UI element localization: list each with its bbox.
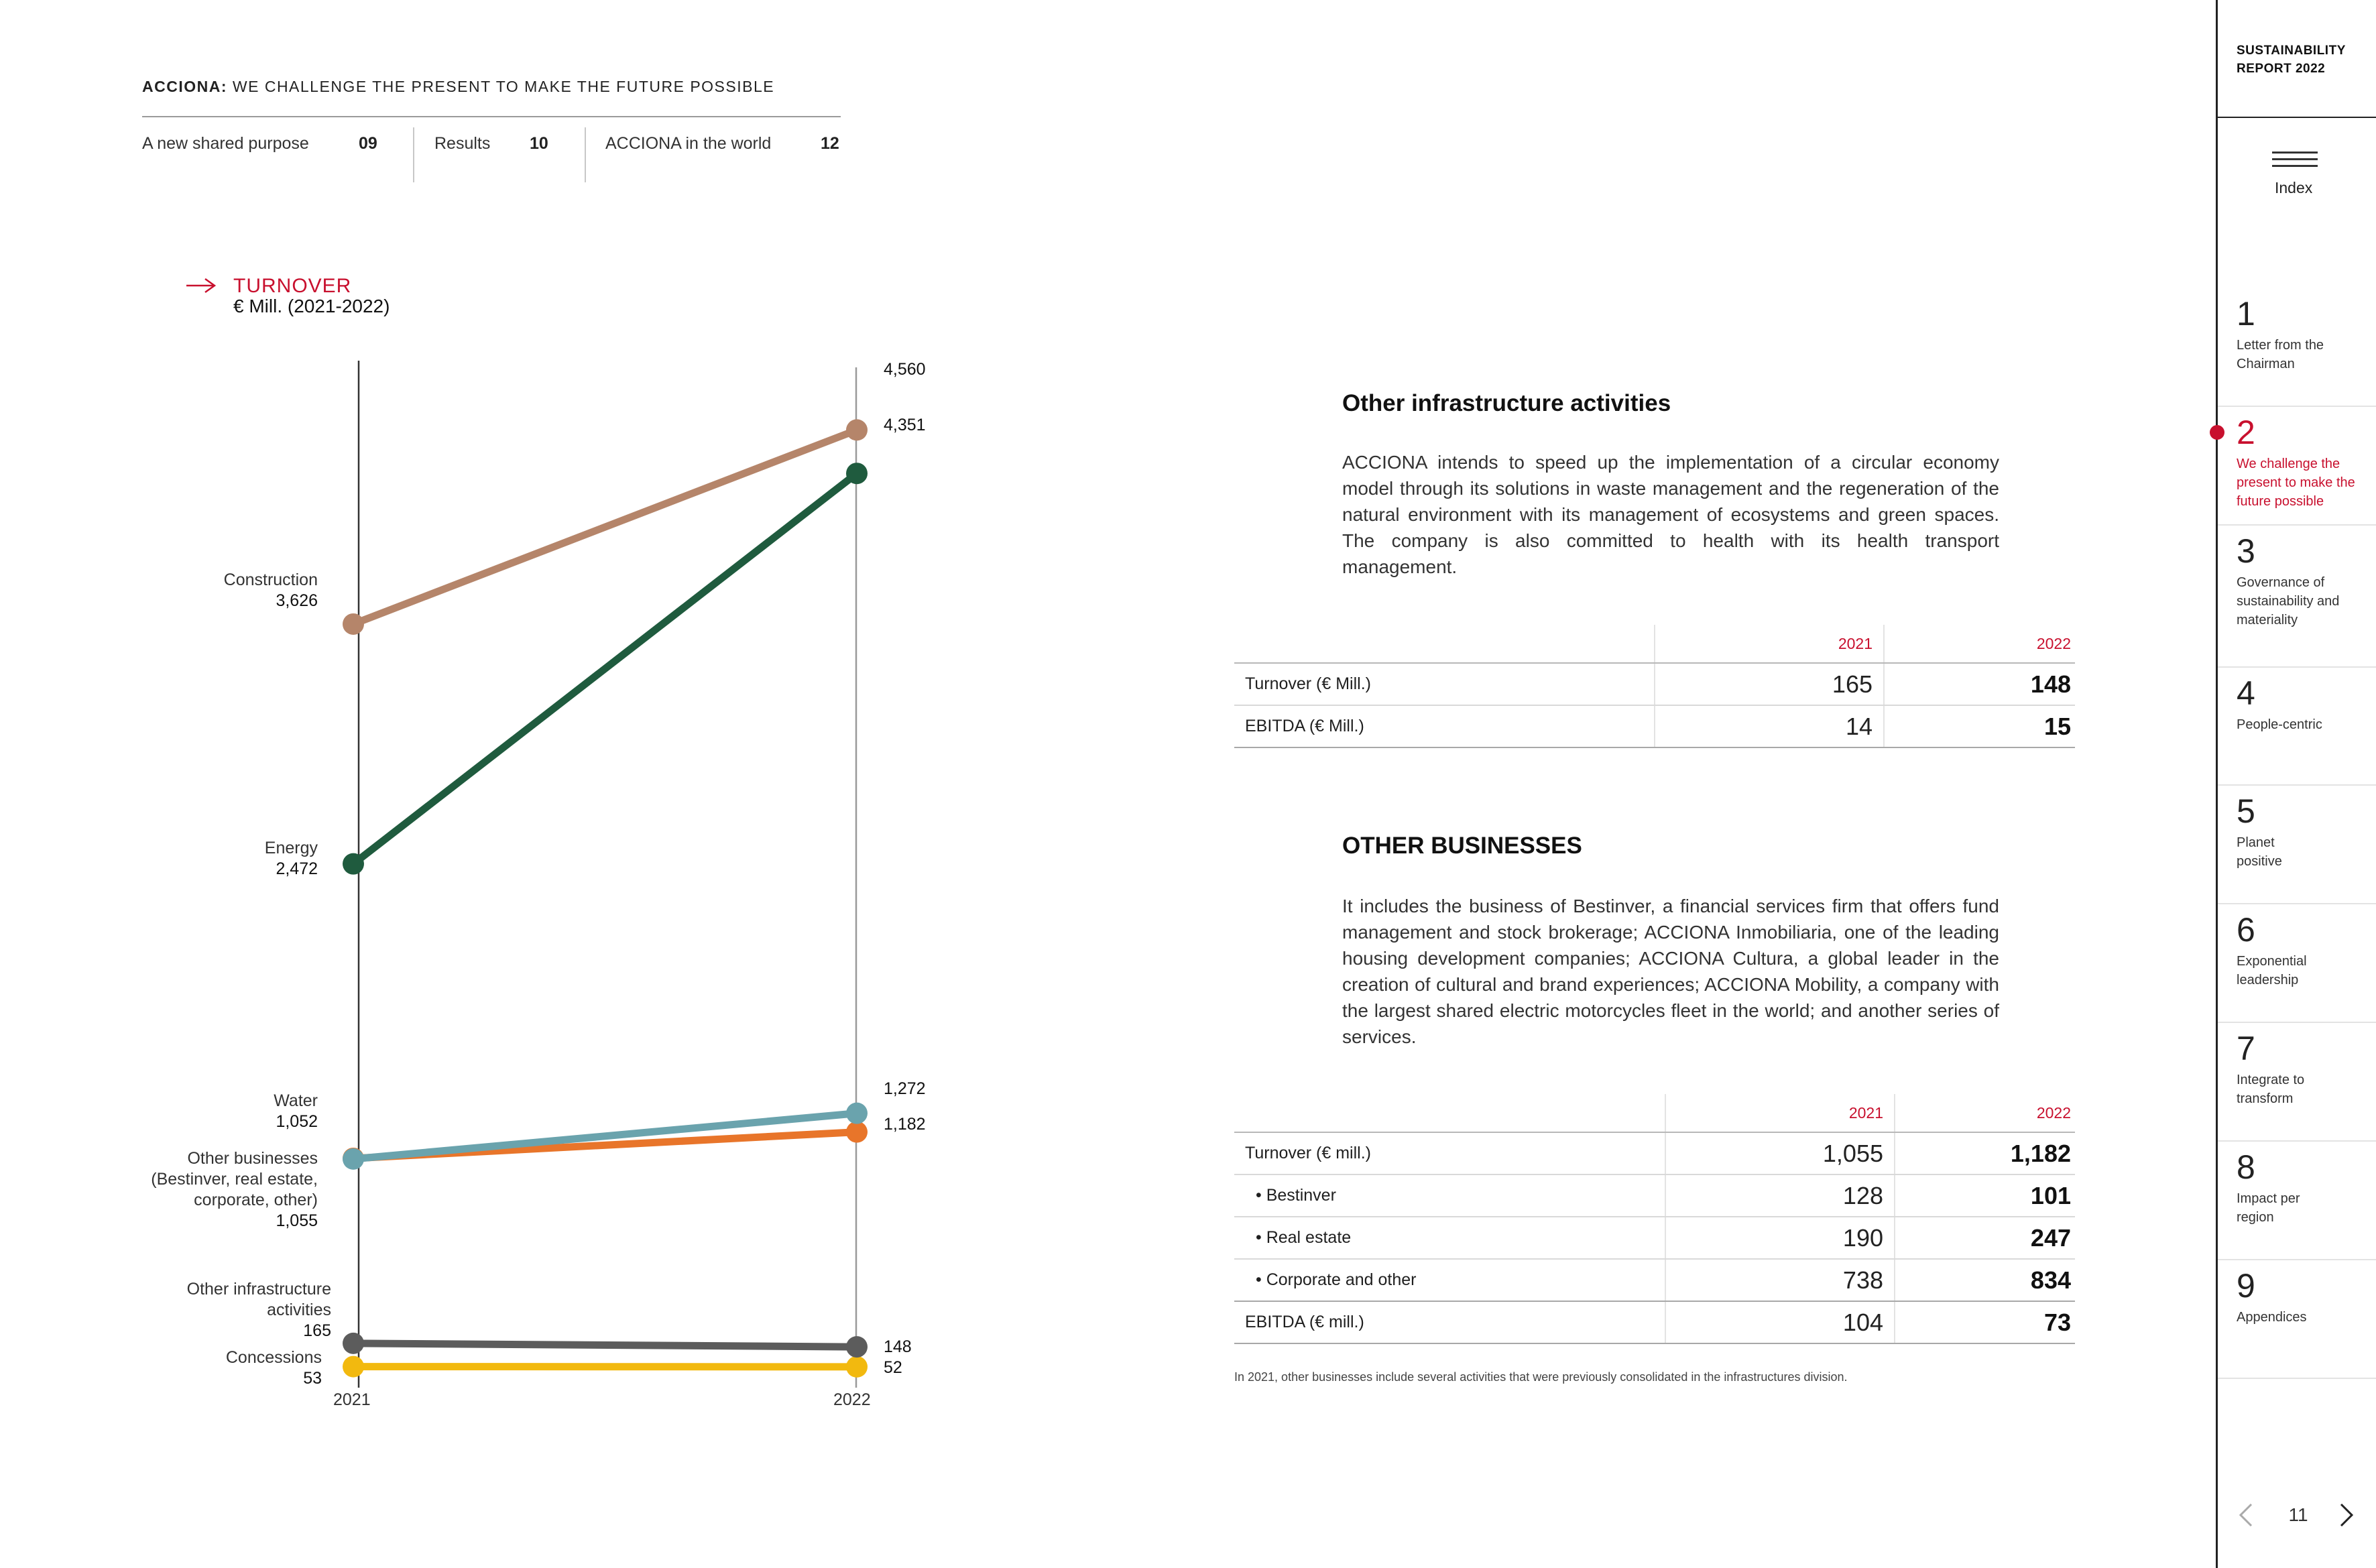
year-2022: 2022 (1883, 625, 2075, 664)
value-water-2022: 1,272 (884, 1079, 926, 1098)
header-title: ACCIONA: WE CHALLENGE THE PRESENT TO MAK… (142, 78, 774, 96)
other-infrastructure-table: 2021 2022 Turnover (€ Mill.) 165 148 EBI… (1234, 625, 2075, 748)
menu-icon[interactable] (2272, 152, 2318, 168)
other-infrastructure-description: ACCIONA intends to speed up the implemen… (1342, 452, 1999, 577)
chevron-left-icon[interactable] (2234, 1502, 2258, 1528)
toc-item-9[interactable]: 9 Appendices (2218, 1269, 2376, 1379)
nav-page-09[interactable]: 09 (359, 134, 377, 153)
sidebar-rule (2218, 117, 2376, 118)
nav-link-acciona-in-the-world[interactable]: ACCIONA in the world (605, 134, 772, 153)
value-other-businesses-2022: 1,182 (884, 1115, 926, 1134)
nav-separator (585, 127, 586, 182)
series-line-water (349, 1109, 861, 1163)
sidebar-divider (2216, 0, 2218, 1568)
table-row: • Corporate and other 738 834 (1234, 1259, 2075, 1302)
nav-link-results[interactable]: Results (434, 134, 491, 153)
table-header-row: 2021 2022 (1234, 625, 2075, 664)
value-energy-2022: 4,351 (884, 416, 926, 434)
point-water-2021 (343, 1148, 364, 1170)
chart-subtitle: € Mill. (2021-2022) (233, 296, 390, 316)
point-concessions-2021 (343, 1355, 364, 1378)
year-2021: 2021 (1654, 625, 1884, 664)
chart-title: TURNOVER (233, 275, 352, 297)
nav-link-new-shared-purpose[interactable]: A new shared purpose (142, 134, 309, 153)
turnover-chart (186, 278, 868, 1388)
point-construction-2022 (846, 419, 868, 441)
table-row: Turnover (€ mill.) 1,055 1,182 (1234, 1132, 2075, 1175)
arrow-right-icon (186, 278, 217, 294)
page-number: 11 (2288, 1504, 2308, 1525)
toc-item-7[interactable]: 7 Integrate to transform (2218, 1032, 2376, 1142)
point-other-infrastructure-2021 (343, 1332, 364, 1354)
nav-page-12[interactable]: 12 (821, 134, 839, 153)
report-title: SUSTAINABILITY REPORT 2022 (2237, 44, 2346, 76)
x-tick-2021: 2021 (333, 1390, 371, 1409)
section-title-other-infrastructure: Other infrastructure activities (1342, 390, 1671, 416)
header-title-text: WE CHALLENGE THE PRESENT TO MAKE THE FUT… (232, 78, 775, 95)
point-energy-2021 (343, 853, 364, 875)
point-other-businesses-2022 (846, 1121, 868, 1143)
value-concessions-2022: 52 (884, 1358, 902, 1377)
footnote: In 2021, other businesses include severa… (1234, 1370, 1848, 1384)
series-line-construction (349, 426, 861, 628)
other-businesses-table: 2021 2022 Turnover (€ mill.) 1,055 1,182… (1234, 1094, 2075, 1344)
point-other-infrastructure-2022 (846, 1336, 868, 1358)
label-construction: Construction 3,626 (223, 570, 318, 610)
x-tick-2022: 2022 (833, 1390, 871, 1409)
label-energy: Energy 2,472 (264, 839, 318, 878)
label-water: Water 1,052 (274, 1091, 318, 1131)
label-other-businesses: Other businesses (Bestinver, real estate… (151, 1149, 318, 1230)
chevron-right-icon[interactable] (2334, 1502, 2359, 1528)
toc-item-6[interactable]: 6 Exponential leadership (2218, 913, 2376, 1023)
toc-item-4[interactable]: 4 People-centric (2218, 676, 2376, 786)
series-line-energy (349, 469, 861, 868)
active-section-indicator (2210, 425, 2224, 440)
toc-item-5[interactable]: 5 Planet positive (2218, 794, 2376, 904)
header-divider (142, 116, 841, 117)
toc-item-8[interactable]: 8 Impact per region (2218, 1150, 2376, 1260)
label-other-infrastructure: Other infrastructure activities 165 (186, 1280, 331, 1340)
table-row: • Bestinver 128 101 (1234, 1174, 2075, 1217)
table-row: • Real estate 190 247 (1234, 1217, 2075, 1260)
nav-separator (413, 127, 414, 182)
series-line-other-infrastructure (349, 1339, 861, 1351)
point-construction-2021 (343, 613, 364, 635)
index-button[interactable]: Index (2275, 179, 2313, 196)
nav-page-10[interactable]: 10 (530, 134, 548, 153)
table-header-row: 2021 2022 (1234, 1094, 2075, 1133)
point-water-2022 (846, 1102, 868, 1124)
point-concessions-2022 (846, 1355, 868, 1378)
point-energy-2022 (846, 463, 868, 485)
toc-item-3[interactable]: 3 Governance of sustainability and mater… (2218, 534, 2376, 668)
table-row: EBITDA (€ Mill.) 14 15 (1234, 705, 2075, 748)
value-other-infrastructure-2022: 148 (884, 1337, 912, 1356)
value-construction-2022: 4,560 (884, 360, 926, 379)
label-concessions: Concessions 53 (225, 1348, 322, 1388)
table-row: Turnover (€ Mill.) 165 148 (1234, 663, 2075, 706)
other-businesses-description: It includes the business of Bestinver, a… (1342, 896, 1999, 1047)
table-row: EBITDA (€ mill.) 104 73 (1234, 1301, 2075, 1344)
year-2022: 2022 (1894, 1094, 2075, 1133)
toc-item-1[interactable]: 1 Letter from the Chairman (2218, 297, 2376, 407)
year-2021: 2021 (1665, 1094, 1895, 1133)
toc-item-2[interactable]: 2 We challenge the present to make the f… (2218, 416, 2376, 526)
section-title-other-businesses: OTHER BUSINESSES (1342, 833, 1582, 859)
header-brand: ACCIONA: (142, 78, 227, 95)
